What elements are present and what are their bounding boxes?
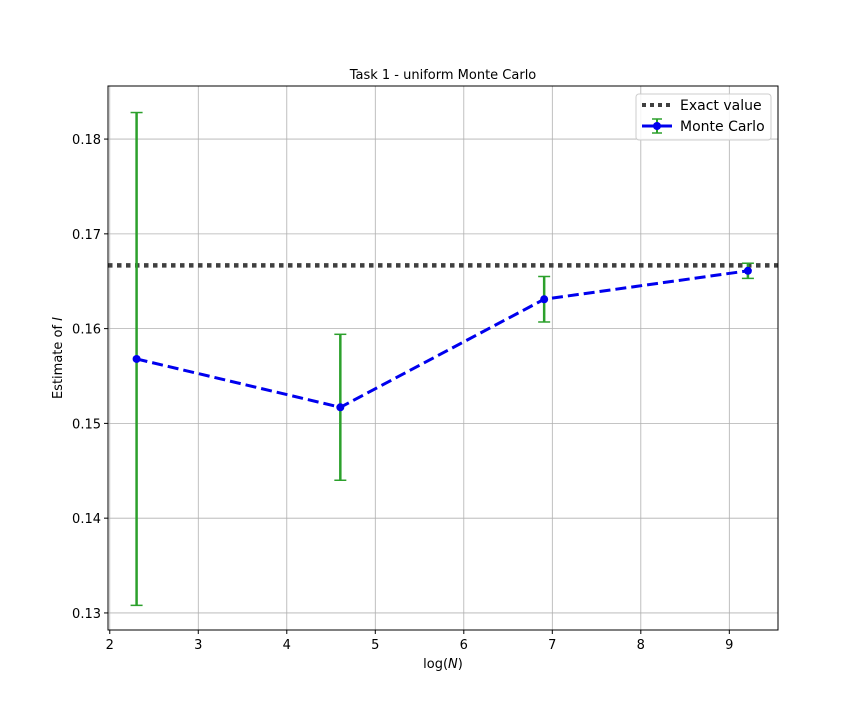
series-layer [132, 266, 752, 412]
monte-carlo-point [132, 354, 141, 363]
x-tick-label: 5 [371, 638, 379, 653]
monte-carlo-point [540, 295, 549, 304]
y-axis-label-var: I [51, 317, 66, 321]
legend-mc-label: Monte Carlo [680, 119, 765, 135]
axes-frame [107, 85, 779, 631]
x-axis-label-var: N [448, 657, 458, 672]
chart-title: Task 1 - uniform Monte Carlo [349, 68, 537, 83]
x-axis-label-suffix: ) [458, 657, 463, 672]
y-tick-label: 0.17 [72, 228, 101, 243]
x-tick-label: 6 [460, 638, 468, 653]
monte-carlo-point [743, 266, 752, 275]
x-tick-label: 4 [283, 638, 291, 653]
y-axis-label-prefix: Estimate of [51, 321, 66, 399]
x-tick-label: 3 [194, 638, 202, 653]
tick-layer: 2 3 4 5 6 7 8 9 0.13 0.14 0.15 0.16 0.17 0.18 [72, 133, 733, 653]
legend: Exact value Monte Carlo [635, 93, 772, 141]
monte-carlo-point [336, 403, 345, 412]
monte-carlo-line [136, 269, 749, 409]
x-axis-label-prefix: log( [423, 657, 448, 672]
grid-lines [108, 86, 778, 630]
y-tick-label: 0.18 [72, 133, 101, 148]
x-tick-label: 9 [725, 638, 733, 653]
y-tick-label: 0.14 [72, 512, 101, 527]
y-tick-label: 0.15 [72, 417, 101, 432]
y-axis-label: Estimate of I [51, 317, 66, 399]
x-tick-label: 8 [637, 638, 645, 653]
x-axis-label: log(N) [423, 657, 463, 672]
legend-mc-marker [653, 122, 661, 130]
x-tick-label: 2 [106, 638, 114, 653]
y-tick-label: 0.16 [72, 323, 101, 338]
legend-exact-label: Exact value [680, 98, 762, 114]
x-tick-label: 7 [548, 638, 556, 653]
y-tick-label: 0.13 [72, 607, 101, 622]
